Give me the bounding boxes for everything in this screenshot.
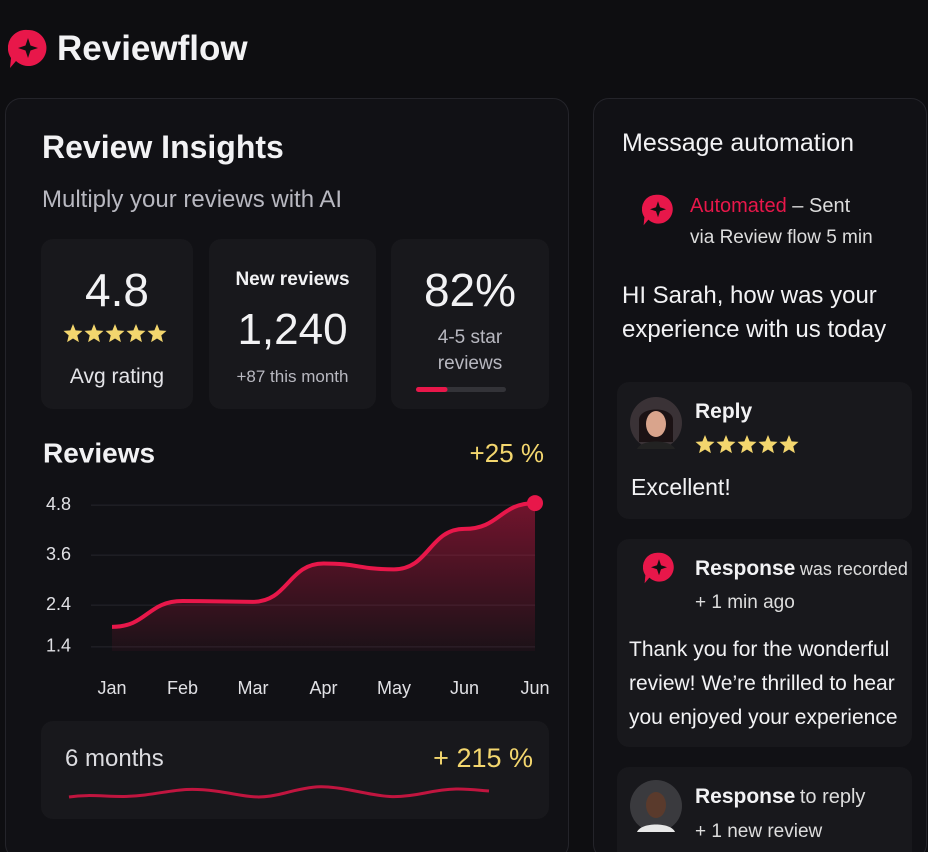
stat-value: 4.8 xyxy=(85,264,149,316)
sparkline xyxy=(68,785,490,799)
stat-label: New reviews xyxy=(235,269,350,290)
card-text: Excellent! xyxy=(631,474,731,500)
messages-title: Message automation xyxy=(622,129,855,157)
line xyxy=(111,501,536,629)
area xyxy=(112,503,535,651)
x-tick-label: Feb xyxy=(167,678,198,698)
stat-value: 82% xyxy=(423,264,517,316)
progress-bar xyxy=(416,387,448,392)
card-title: Response xyxy=(695,785,796,808)
y-tick-label: 1.4 xyxy=(46,636,71,656)
x-tick-label: Apr xyxy=(309,678,337,698)
card-meta: + 1 min ago xyxy=(695,592,795,613)
reply-card: Reply Excellent! xyxy=(617,382,912,519)
summary-label: 6 months xyxy=(65,745,164,772)
card-suffix: to reply xyxy=(799,786,866,808)
response-card: Response was recorded + 1 min ago Thank … xyxy=(617,539,912,747)
summary-card: 6 months + 215 % xyxy=(41,721,549,819)
detail: – Sent xyxy=(792,195,851,217)
x-tick-label: Jun xyxy=(520,678,549,698)
x-tick-label: Mar xyxy=(238,678,269,698)
x-tick-label: Jun xyxy=(450,678,479,698)
star xyxy=(758,435,778,454)
star xyxy=(695,435,715,454)
card-suffix: was recorded xyxy=(799,559,908,579)
avatar xyxy=(630,397,682,449)
star xyxy=(737,435,757,454)
y-tick-label: 4.8 xyxy=(46,494,71,514)
title: Review Insights xyxy=(42,129,284,165)
star xyxy=(105,324,125,343)
messages-panel: Message automation Automated – Sent via … xyxy=(593,98,927,852)
subtitle: Multiply your reviews with AI xyxy=(42,186,343,213)
star xyxy=(63,324,83,343)
star xyxy=(126,324,146,343)
summary-change: + 215 % xyxy=(433,743,533,773)
chart: Reviews +25 % 1.4 2.4 3.6 4.8 Jan Feb Mar Apr Ma… xyxy=(43,437,550,698)
stat-note: +87 this month xyxy=(236,367,349,386)
card-title: Response xyxy=(695,557,796,580)
bot-icon xyxy=(642,194,673,226)
card-text: Thank you for the wonderful review! We’r… xyxy=(629,638,898,729)
stat-value: 1,240 xyxy=(237,305,348,354)
star xyxy=(716,435,736,454)
y-tick-label: 2.4 xyxy=(46,594,71,614)
avatar xyxy=(630,780,682,832)
stat-label: 4-5 star reviews xyxy=(437,327,503,374)
star xyxy=(84,324,104,343)
stat-card: 4.8 Avg rating xyxy=(41,239,193,409)
chart-title: Reviews xyxy=(43,437,155,468)
response-card: Response to reply + 1 new review xyxy=(617,767,912,852)
stat-card: 82% 4-5 star reviews xyxy=(391,239,549,409)
star xyxy=(147,324,167,343)
meta: via Review flow 5 min xyxy=(690,227,873,248)
stars xyxy=(695,435,799,454)
card-title: Reply xyxy=(695,400,753,423)
bot-icon xyxy=(643,552,674,584)
stat-card: New reviews 1,240 +87 this month xyxy=(209,239,376,409)
insights-panel: Review Insights Multiply your reviews wi… xyxy=(5,98,569,852)
end-point xyxy=(527,495,543,512)
stat-label: Avg rating xyxy=(69,365,165,388)
status: Automated xyxy=(690,195,787,217)
x-tick-label: Jan xyxy=(97,678,126,698)
y-tick-label: 3.6 xyxy=(46,544,71,564)
logo-icon xyxy=(8,29,47,68)
chart-change: +25 % xyxy=(470,438,544,468)
message-text: HI Sarah, how was your experience with u… xyxy=(622,282,887,343)
brand: Reviewflow xyxy=(57,29,248,68)
star xyxy=(779,435,799,454)
progress xyxy=(416,387,506,392)
x-tick-label: May xyxy=(377,678,411,698)
card-meta: + 1 new review xyxy=(695,821,823,842)
stars xyxy=(63,324,167,343)
